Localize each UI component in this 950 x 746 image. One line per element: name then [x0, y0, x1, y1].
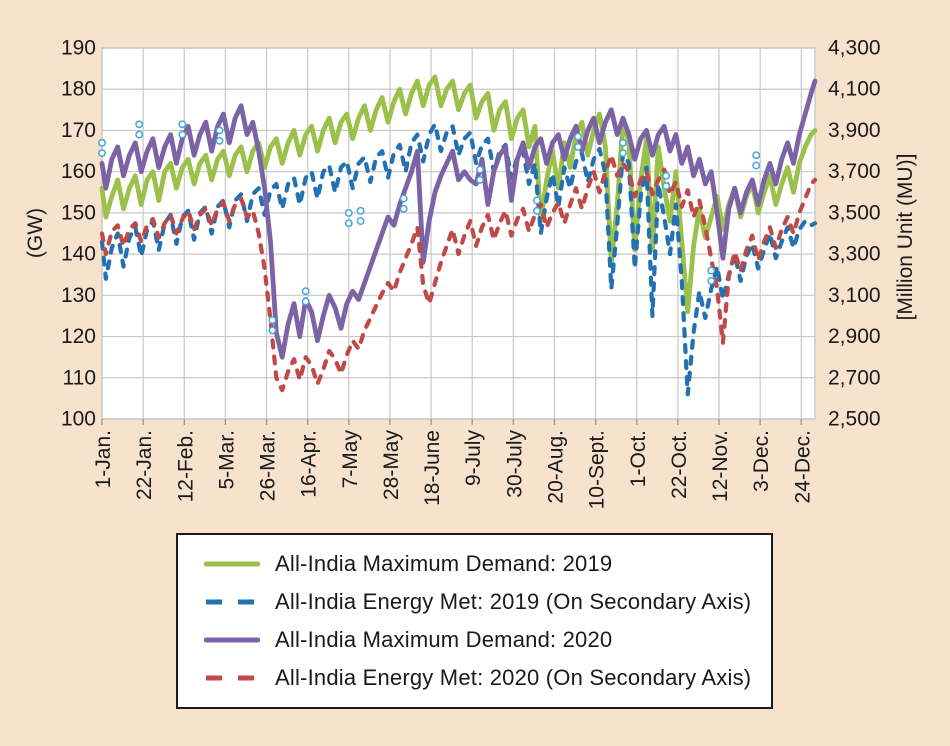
y-left-tick: 120	[61, 325, 96, 348]
selection-marker-dot	[476, 165, 484, 174]
x-tick-label: 22-Oct.	[668, 430, 691, 499]
selection-markers	[98, 120, 761, 335]
selection-marker-dot	[356, 217, 365, 226]
series-line	[99, 153, 818, 393]
legend-item-energy-met-2020: All-India Energy Met: 2020 (On Secondary…	[204, 665, 771, 691]
x-tick-label: 18-June	[421, 430, 444, 506]
y-left-tick: 100	[61, 408, 96, 431]
y-left-tick: 190	[61, 37, 96, 60]
selection-marker-dot	[574, 132, 582, 141]
selection-marker-dot	[98, 149, 106, 158]
selection-marker-dot	[476, 175, 484, 184]
secondary-axis-title: [Million Unit (MU)]	[894, 153, 917, 321]
selection-marker-dot	[532, 196, 541, 205]
primary-axis-title: (GW)	[24, 207, 47, 259]
x-tick-label: 12-Nov.	[709, 430, 732, 502]
series-line	[99, 78, 818, 360]
selection-marker-dot	[662, 182, 671, 191]
x-tick-label: 20-Aug.	[544, 430, 567, 504]
selection-marker-dot	[574, 142, 582, 151]
x-tick-label: 24-Dec.	[791, 430, 814, 504]
y-right-tick: 3,300	[828, 243, 881, 266]
selection-marker-dot	[301, 287, 310, 296]
selection-marker-dot	[752, 161, 761, 170]
selection-marker-dot	[399, 194, 408, 203]
selection-marker-dot	[135, 120, 144, 129]
legend-item-energy-met-2019: All-India Energy Met: 2019 (On Secondary…	[204, 589, 771, 615]
legend-swatch-solid-green	[204, 561, 260, 567]
selection-marker-dot	[268, 316, 277, 325]
x-axis-ticks	[101, 419, 802, 425]
legend-label: All-India Energy Met: 2019 (On Secondary…	[275, 589, 752, 614]
legend-swatch-dashed-blue	[206, 599, 258, 605]
selection-marker-dot	[707, 276, 716, 285]
x-tick-label: 5-Mar.	[215, 430, 238, 490]
selection-marker-dot	[356, 206, 365, 215]
y-right-tick: 2,500	[828, 408, 881, 431]
y-right-tick: 3,500	[828, 201, 881, 224]
selection-marker-dot	[619, 149, 627, 158]
x-tick-label: 1-Jan.	[92, 430, 115, 488]
selection-marker-dot	[344, 219, 353, 228]
y-left-tick: 150	[61, 201, 96, 224]
legend-label: All-India Maximum Demand: 2019	[275, 551, 613, 576]
legend: All-India Maximum Demand: 2019 All-India…	[176, 533, 773, 709]
y-right-tick: 3,700	[828, 160, 881, 183]
x-tick-label: 26-Mar.	[257, 430, 280, 501]
y-left-tick: 180	[61, 78, 96, 101]
selection-marker-dot	[135, 130, 144, 139]
legend-swatch-dashed-red	[206, 675, 258, 681]
selection-marker-dot	[344, 208, 353, 217]
y-right-tick: 2,700	[828, 366, 881, 389]
y-left-tick: 130	[61, 284, 96, 307]
series-line	[99, 74, 818, 315]
y-right-tick: 4,100	[828, 78, 881, 101]
axis-tick-labels: 190 180 170 160 150 140 130 120 110 100 4,300 4,100…	[61, 37, 881, 510]
x-tick-label: 28-May	[380, 430, 403, 501]
x-tick-label: 1-Oct.	[627, 430, 650, 487]
legend-item-max-demand-2020: All-India Maximum Demand: 2020	[204, 627, 771, 653]
x-tick-label: 3-Dec.	[750, 430, 773, 492]
x-tick-label: 9-July	[462, 430, 485, 487]
y-left-tick: 170	[61, 119, 96, 142]
selection-marker-dot	[619, 138, 627, 147]
y-left-tick: 110	[63, 366, 96, 389]
selection-marker-dot	[399, 204, 408, 213]
legend-item-max-demand-2019: All-India Maximum Demand: 2019	[204, 551, 771, 577]
y-right-tick: 4,300	[828, 37, 881, 60]
x-tick-label: 10-Sept.	[586, 430, 609, 509]
selection-marker-dot	[215, 136, 224, 145]
selection-marker-dot	[268, 326, 277, 335]
selection-marker-dot	[532, 206, 541, 215]
selection-marker-dot	[178, 120, 187, 129]
y-right-tick: 3,100	[828, 284, 881, 307]
selection-marker-dot	[301, 297, 310, 306]
legend-label: All-India Maximum Demand: 2020	[275, 627, 613, 652]
selection-marker-dot	[662, 171, 671, 180]
selection-marker-dot	[752, 151, 761, 160]
x-tick-label: 16-Apr.	[298, 430, 321, 498]
selection-marker-dot	[178, 130, 187, 139]
y-left-tick: 140	[61, 243, 96, 266]
y-right-tick: 3,900	[828, 119, 881, 142]
x-tick-label: 7-May	[339, 430, 362, 489]
selection-marker-dot	[98, 138, 106, 147]
y-right-tick: 2,900	[828, 325, 881, 348]
x-tick-label: 22-Jan.	[133, 430, 156, 500]
selection-marker-dot	[215, 126, 224, 135]
legend-label: All-India Energy Met: 2020 (On Secondary…	[275, 665, 752, 690]
y-left-tick: 160	[61, 160, 96, 183]
x-tick-label: 30-July	[503, 430, 526, 498]
legend-swatch-solid-purple	[204, 637, 260, 643]
x-tick-label: 12-Feb.	[174, 430, 197, 502]
selection-marker-dot	[707, 266, 716, 275]
